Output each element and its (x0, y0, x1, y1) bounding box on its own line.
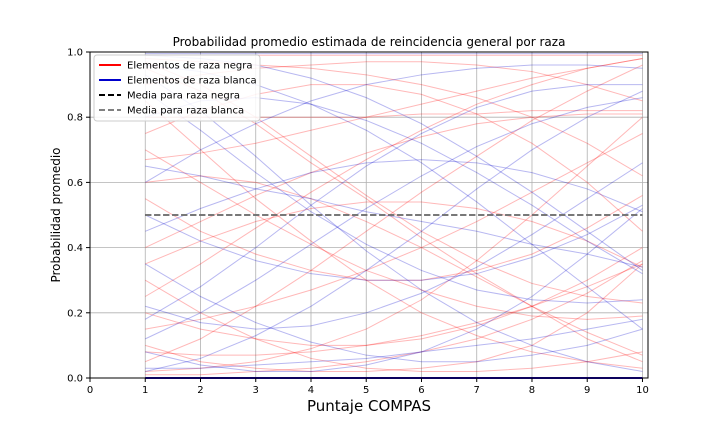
series-line-blanca-37 (145, 318, 643, 369)
legend-label-2: Media para raza negra (127, 91, 240, 102)
x-tick-label: 6 (418, 385, 424, 396)
plot-area-frame (89, 51, 649, 379)
series-line-blanca-32 (145, 159, 643, 232)
x-tick-label: 2 (197, 385, 203, 396)
series-line-negra-19 (145, 201, 643, 268)
series-line-negra-8 (145, 133, 643, 330)
series-line-blanca-39 (144, 84, 643, 320)
series-line-negra-12 (145, 113, 643, 249)
series-line-negra-5 (145, 64, 643, 363)
x-tick-label: 3 (253, 385, 259, 396)
y-tick-label: 0.4 (67, 243, 83, 254)
series-line-negra-21 (144, 58, 643, 297)
y-axis-label: Probabilidad promedio (49, 147, 63, 282)
x-tick-label: 8 (529, 385, 535, 396)
legend: Elementos de raza negra Elementos de raza… (93, 54, 261, 122)
legend-label-0: Elementos de raza negra (127, 61, 252, 72)
series-line-negra-15 (145, 263, 643, 372)
series-line-negra-20 (144, 149, 643, 320)
x-tick-label: 10 (636, 385, 649, 396)
x-tick-label: 5 (363, 385, 369, 396)
series-line-negra-13 (145, 247, 643, 346)
legend-box (93, 54, 261, 122)
series-line-negra-6 (144, 279, 643, 372)
series-line-blanca-38 (144, 90, 643, 304)
legend-label-1: Elementos de raza blanca (127, 76, 257, 87)
series-line-blanca-29 (145, 162, 643, 330)
series-line-negra-18 (145, 260, 643, 376)
x-tick-label: 4 (308, 385, 314, 396)
series-line-blanca-34 (145, 97, 643, 340)
x-axis-label: Puntaje COMPAS (307, 397, 431, 415)
x-tick-label: 9 (584, 385, 590, 396)
series-line-negra-10 (145, 116, 643, 372)
chart-title: Probabilidad promedio estimada de reinci… (173, 35, 566, 49)
series-line-negra-9 (144, 100, 643, 369)
series-line-blanca-26 (145, 165, 643, 268)
y-tick-label: 1.0 (67, 48, 83, 59)
y-tick-label: 0.0 (67, 374, 83, 385)
series-line-blanca-28 (144, 74, 643, 372)
y-axis-ticks: 0.0 0.2 0.4 0.6 0.8 1.0 (67, 48, 90, 385)
series-line-blanca-31 (145, 208, 643, 372)
x-tick-label: 0 (87, 385, 93, 396)
series-line-negra-7 (145, 175, 643, 356)
series-line-blanca-40 (145, 204, 643, 281)
series-line-negra-16 (144, 195, 643, 281)
y-tick-label: 0.6 (67, 178, 83, 189)
series-line-negra-3 (145, 58, 643, 161)
x-tick-label: 1 (142, 385, 148, 396)
x-axis-ticks: 0 1 2 3 4 5 6 7 8 9 10 (87, 378, 649, 396)
series-line-blanca-27 (145, 90, 643, 372)
x-tick-label: 7 (474, 385, 480, 396)
series-line-blanca-35 (144, 263, 643, 363)
y-tick-label: 0.2 (67, 308, 83, 319)
series-line-blanca-36 (144, 64, 643, 183)
legend-label-3: Media para raza blanca (127, 106, 244, 117)
y-tick-label: 0.8 (67, 113, 83, 124)
series-line-negra-23 (145, 263, 643, 356)
